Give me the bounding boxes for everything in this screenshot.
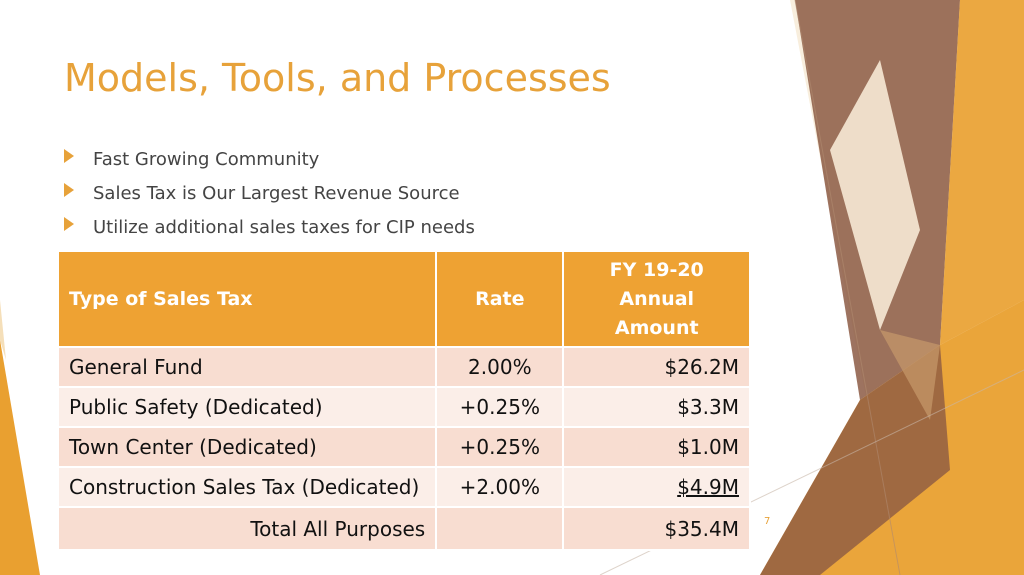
bullet-text: Sales Tax is Our Largest Revenue Source — [93, 182, 460, 204]
bullet-list: Fast Growing Community Sales Tax is Our … — [64, 142, 475, 244]
header-amount-line: Amount — [614, 316, 699, 339]
page-number: 7 — [764, 516, 771, 527]
cell-amount: $1.0M — [562, 426, 751, 468]
cell-amount: $4.9M — [562, 466, 751, 508]
header-amount: FY 19-20 Annual Amount — [562, 250, 751, 348]
bullet-item: Fast Growing Community — [64, 142, 475, 176]
bullet-item: Utilize additional sales taxes for CIP n… — [64, 210, 475, 244]
total-rate — [435, 506, 565, 551]
cell-type: Town Center (Dedicated) — [56, 426, 438, 468]
cell-type: General Fund — [56, 346, 438, 388]
cell-amount-underlined: $4.9M — [677, 475, 739, 499]
slide-title: Models, Tools, and Processes — [64, 56, 611, 100]
total-label: Total All Purposes — [56, 506, 438, 551]
table-row: Construction Sales Tax (Dedicated) +2.00… — [56, 466, 751, 508]
cell-rate: +2.00% — [435, 466, 565, 508]
header-rate: Rate — [435, 250, 565, 348]
bullet-text: Fast Growing Community — [93, 148, 320, 170]
table-row: Public Safety (Dedicated) +0.25% $3.3M — [56, 386, 751, 428]
bullet-text: Utilize additional sales taxes for CIP n… — [93, 216, 475, 238]
total-amount: $35.4M — [562, 506, 751, 551]
cell-amount: $3.3M — [562, 386, 751, 428]
cell-type: Construction Sales Tax (Dedicated) — [56, 466, 438, 508]
header-type: Type of Sales Tax — [56, 250, 438, 348]
sales-tax-table: Type of Sales Tax Rate FY 19-20 Annual A… — [56, 250, 751, 551]
cell-rate: 2.00% — [435, 346, 565, 388]
bullet-arrow-icon — [64, 183, 74, 197]
header-amount-line: Annual — [619, 287, 695, 310]
bullet-arrow-icon — [64, 149, 74, 163]
cell-amount: $26.2M — [562, 346, 751, 388]
table-row: General Fund 2.00% $26.2M — [56, 346, 751, 388]
bullet-item: Sales Tax is Our Largest Revenue Source — [64, 176, 475, 210]
table-header-row: Type of Sales Tax Rate FY 19-20 Annual A… — [56, 250, 751, 348]
cell-type: Public Safety (Dedicated) — [56, 386, 438, 428]
bullet-arrow-icon — [64, 217, 74, 231]
cell-rate: +0.25% — [435, 386, 565, 428]
header-amount-line: FY 19-20 — [609, 258, 704, 281]
table-total-row: Total All Purposes $35.4M — [56, 506, 751, 551]
table-row: Town Center (Dedicated) +0.25% $1.0M — [56, 426, 751, 468]
cell-rate: +0.25% — [435, 426, 565, 468]
